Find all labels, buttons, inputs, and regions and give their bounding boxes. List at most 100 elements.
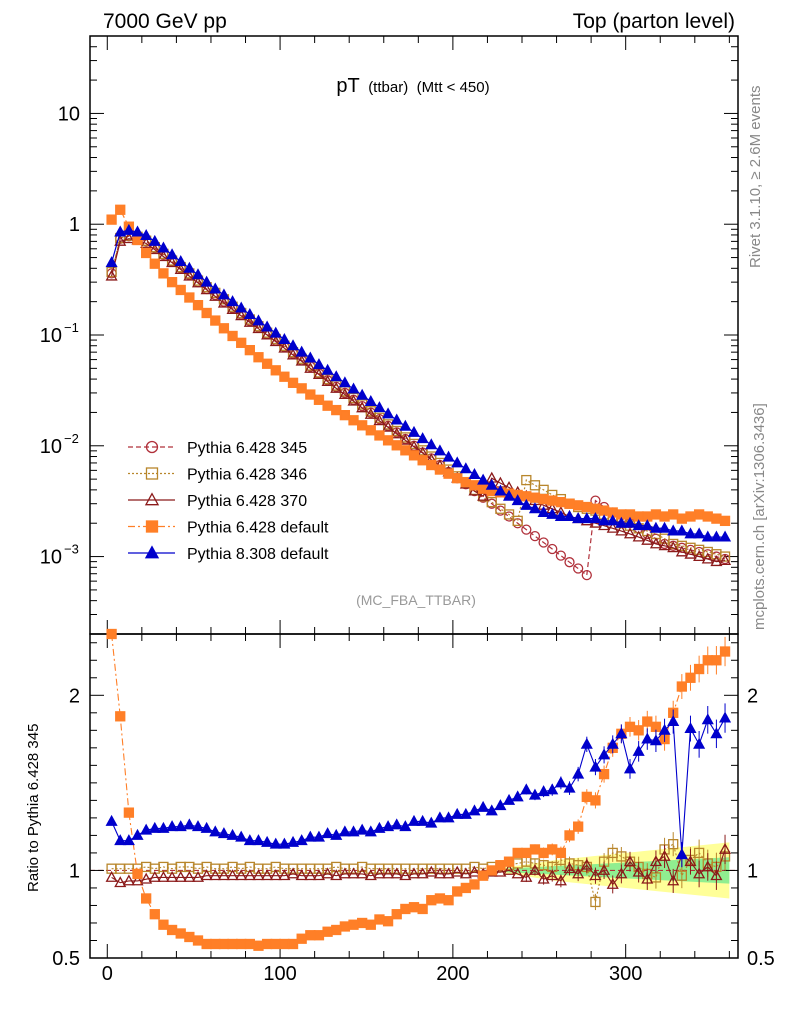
ratio-point-p370: [217, 869, 230, 881]
ratio-point-p8def: [554, 776, 567, 788]
point-p6def: [659, 511, 670, 522]
point-p346: [486, 496, 497, 508]
point-p370: [606, 521, 619, 533]
ratio-point-p370: [261, 869, 274, 881]
ratio-point-p6def: [460, 882, 471, 894]
ratio-ylabel: Ratio to Pythia 6.428 345: [25, 724, 42, 892]
ratio-point-p370: [684, 855, 697, 867]
ratio-plot-frame: [89, 633, 739, 959]
point-p8def: [537, 505, 550, 517]
ratio-point-p8def: [433, 811, 446, 823]
ratio-point-p8def: [304, 830, 317, 842]
ratio-point-p6def: [210, 938, 221, 950]
point-p370: [157, 250, 170, 262]
ratio-point-p6def: [166, 924, 178, 936]
point-p6def: [270, 365, 281, 376]
x-tick-label: 0: [102, 963, 113, 985]
point-p8def: [131, 225, 144, 237]
point-p8def: [710, 530, 723, 542]
point-p8def: [295, 345, 308, 357]
ratio-y-tick-label: 0.5: [52, 948, 80, 970]
ratio-point-p370: [433, 867, 446, 879]
point-p8def: [226, 295, 239, 307]
main-y-tick-label: 1: [69, 214, 80, 236]
ratio-point-p6def: [296, 933, 307, 944]
point-p8def: [364, 394, 377, 406]
point-p8def: [598, 514, 611, 526]
ratio-point-p6def: [495, 860, 506, 871]
point-p8def: [615, 516, 628, 528]
point-p370: [269, 335, 282, 347]
ratio-point-p8def: [563, 781, 576, 793]
point-p8def: [502, 489, 516, 501]
ratio-point-p8def: [321, 827, 334, 839]
ratio-point-p370: [235, 869, 248, 881]
ratio-point-p370: [546, 869, 559, 881]
ratio-point-p370: [580, 858, 593, 870]
point-p6def: [227, 330, 238, 342]
ratio-point-p6def: [348, 919, 359, 930]
point-p8def: [580, 512, 593, 524]
ratio-point-p6def: [244, 938, 255, 950]
point-p6def: [426, 459, 437, 471]
ratio-point-p6def: [331, 924, 342, 936]
point-p6def: [400, 445, 411, 456]
ratio-point-p6def: [158, 919, 169, 930]
series-p8def: [105, 223, 732, 542]
point-p6def: [598, 505, 610, 516]
ratio-point-p370: [364, 869, 377, 881]
ratio-point-p370: [459, 867, 472, 879]
ratio-point-p346: [676, 870, 687, 881]
point-p6def: [702, 511, 713, 522]
point-p8def: [347, 382, 360, 394]
ratio-point-p6def: [123, 807, 135, 818]
point-p370: [382, 420, 395, 432]
ratio-point-p6def: [538, 847, 549, 859]
ratio-point-p8def: [399, 820, 412, 832]
ratio-point-p370: [589, 869, 602, 881]
ratio-point-p6def: [279, 938, 290, 950]
ratio-point-p6def: [357, 917, 368, 929]
point-p370: [321, 375, 334, 387]
point-p346: [503, 509, 515, 520]
point-p345: [547, 543, 558, 555]
ratio-point-p6def: [400, 903, 411, 915]
ratio-point-p6def: [417, 903, 428, 915]
point-p370: [373, 414, 386, 426]
point-p8def: [442, 450, 455, 462]
ratio-point-p8def: [356, 823, 369, 835]
point-p6def: [218, 323, 230, 334]
point-p8def: [649, 521, 662, 533]
ratio-point-p8def: [209, 825, 222, 837]
ratio-point-p8def: [373, 821, 386, 833]
point-p370: [140, 236, 153, 248]
point-p370: [286, 348, 300, 360]
ratio-point-p8def: [675, 848, 688, 860]
ratio-point-p6def: [374, 914, 385, 925]
ratio-point-p8def: [528, 788, 542, 800]
ratio-point-p8def: [416, 814, 429, 826]
ratio-point-p370: [278, 869, 291, 881]
point-p6def: [149, 258, 160, 269]
ratio-point-p8def: [632, 744, 645, 756]
ratio-point-p370: [511, 867, 524, 879]
ratio-point-p370: [528, 863, 542, 875]
point-p8def: [477, 473, 490, 485]
ratio-point-p8def: [407, 814, 421, 826]
legend-marker-p346: [145, 467, 159, 480]
point-p370: [675, 545, 688, 557]
point-p370: [105, 269, 118, 281]
ratio-point-p6def: [702, 655, 713, 666]
legend-label-p346: Pythia 6.428 346: [187, 467, 307, 484]
legend: Pythia 6.428 345 Pythia 6.428 346 Pythia 6…: [128, 440, 329, 563]
point-p370: [356, 401, 369, 413]
ratio-point-p6def: [192, 935, 204, 946]
point-p8def: [382, 407, 395, 419]
ratio-point-p370: [382, 867, 395, 879]
ratio-point-p370: [252, 869, 265, 881]
point-p370: [261, 328, 274, 340]
ratio-point-p8def: [468, 804, 481, 816]
point-p8def: [468, 468, 481, 480]
ratio-point-p370: [606, 877, 619, 889]
